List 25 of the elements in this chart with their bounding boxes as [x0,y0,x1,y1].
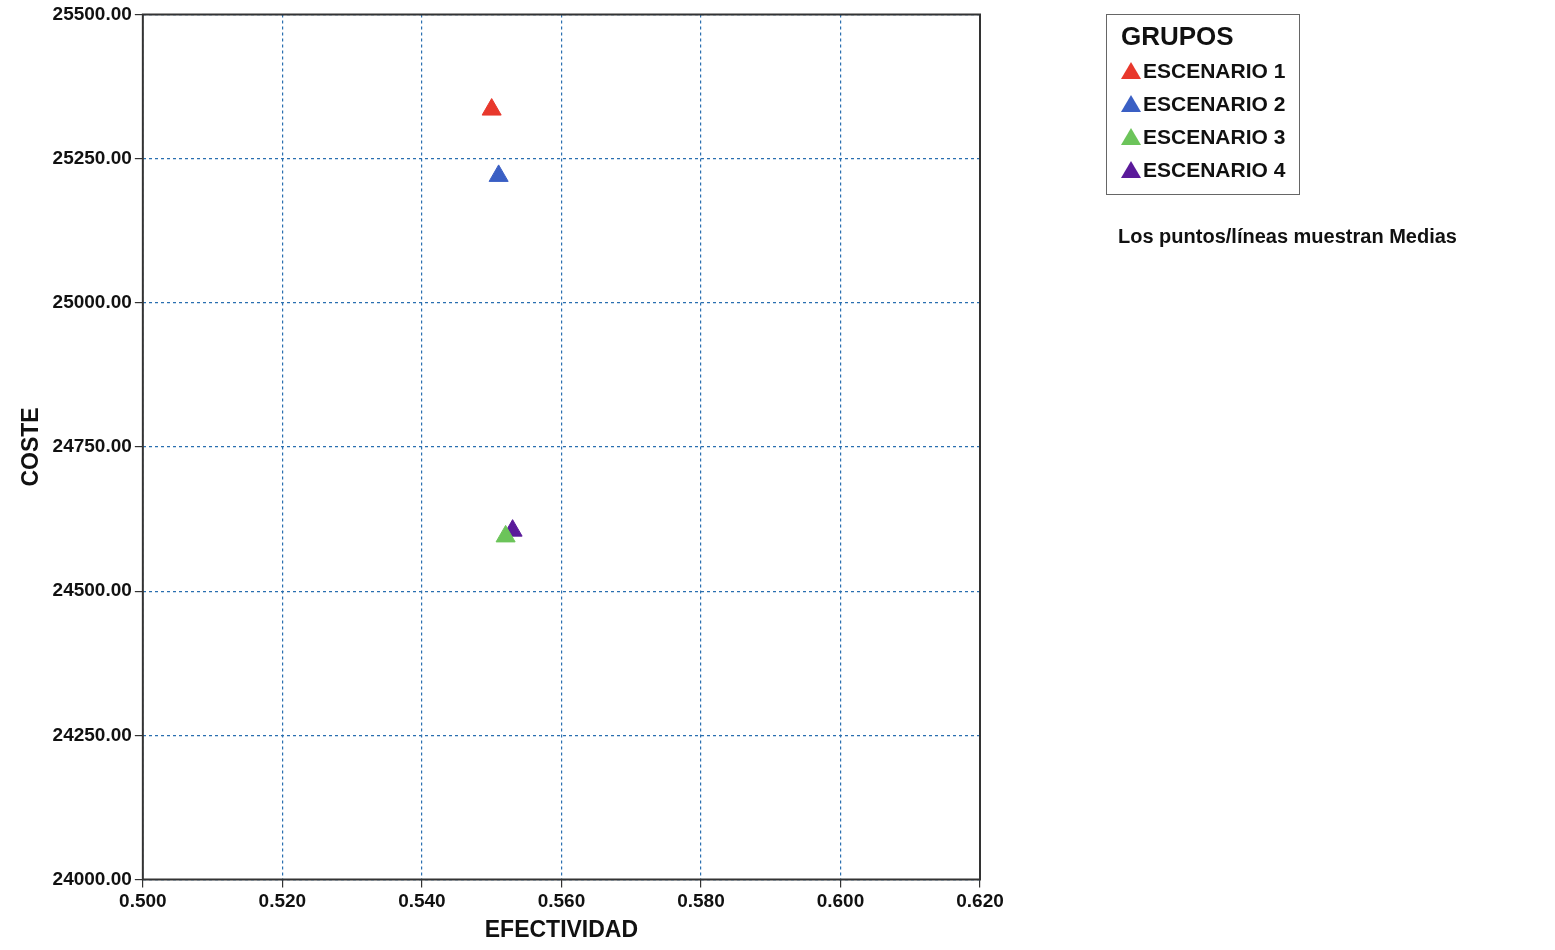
point [488,164,509,182]
x-tick-label: 0.560 [537,890,586,912]
x-tick-label: 0.580 [677,890,725,912]
y-tick-label: 24750.00 [52,435,132,457]
y-tick-label: 24250.00 [52,723,132,745]
y-tick-label: 24500.00 [52,579,132,601]
x-tick-label: 0.600 [816,890,865,912]
y-axis-title: COSTE [17,407,44,487]
x-tick-label: 0.520 [258,890,307,912]
legend-label: ESCENARIO 4 [1143,157,1286,183]
legend-label: ESCENARIO 3 [1143,124,1286,150]
y-tick-label: 25000.00 [52,291,132,313]
x-tick-label: 0.540 [398,890,446,912]
legend-label: ESCENARIO 1 [1143,58,1286,84]
legend-label: ESCENARIO 2 [1143,91,1286,117]
legend-title: GRUPOS [1121,21,1235,52]
y-tick-label: 25250.00 [52,146,132,168]
y-tick-label: 25500.00 [52,2,132,24]
x-tick-label: 0.500 [119,890,167,912]
x-tick-label: 0.620 [956,890,1004,912]
point [481,98,502,116]
y-tick-label: 24000.00 [52,867,132,889]
text: Los puntos/líneas muestran Medias [1118,225,1457,248]
point [495,524,516,543]
x-axis-title: EFECTIVIDAD [484,915,639,942]
